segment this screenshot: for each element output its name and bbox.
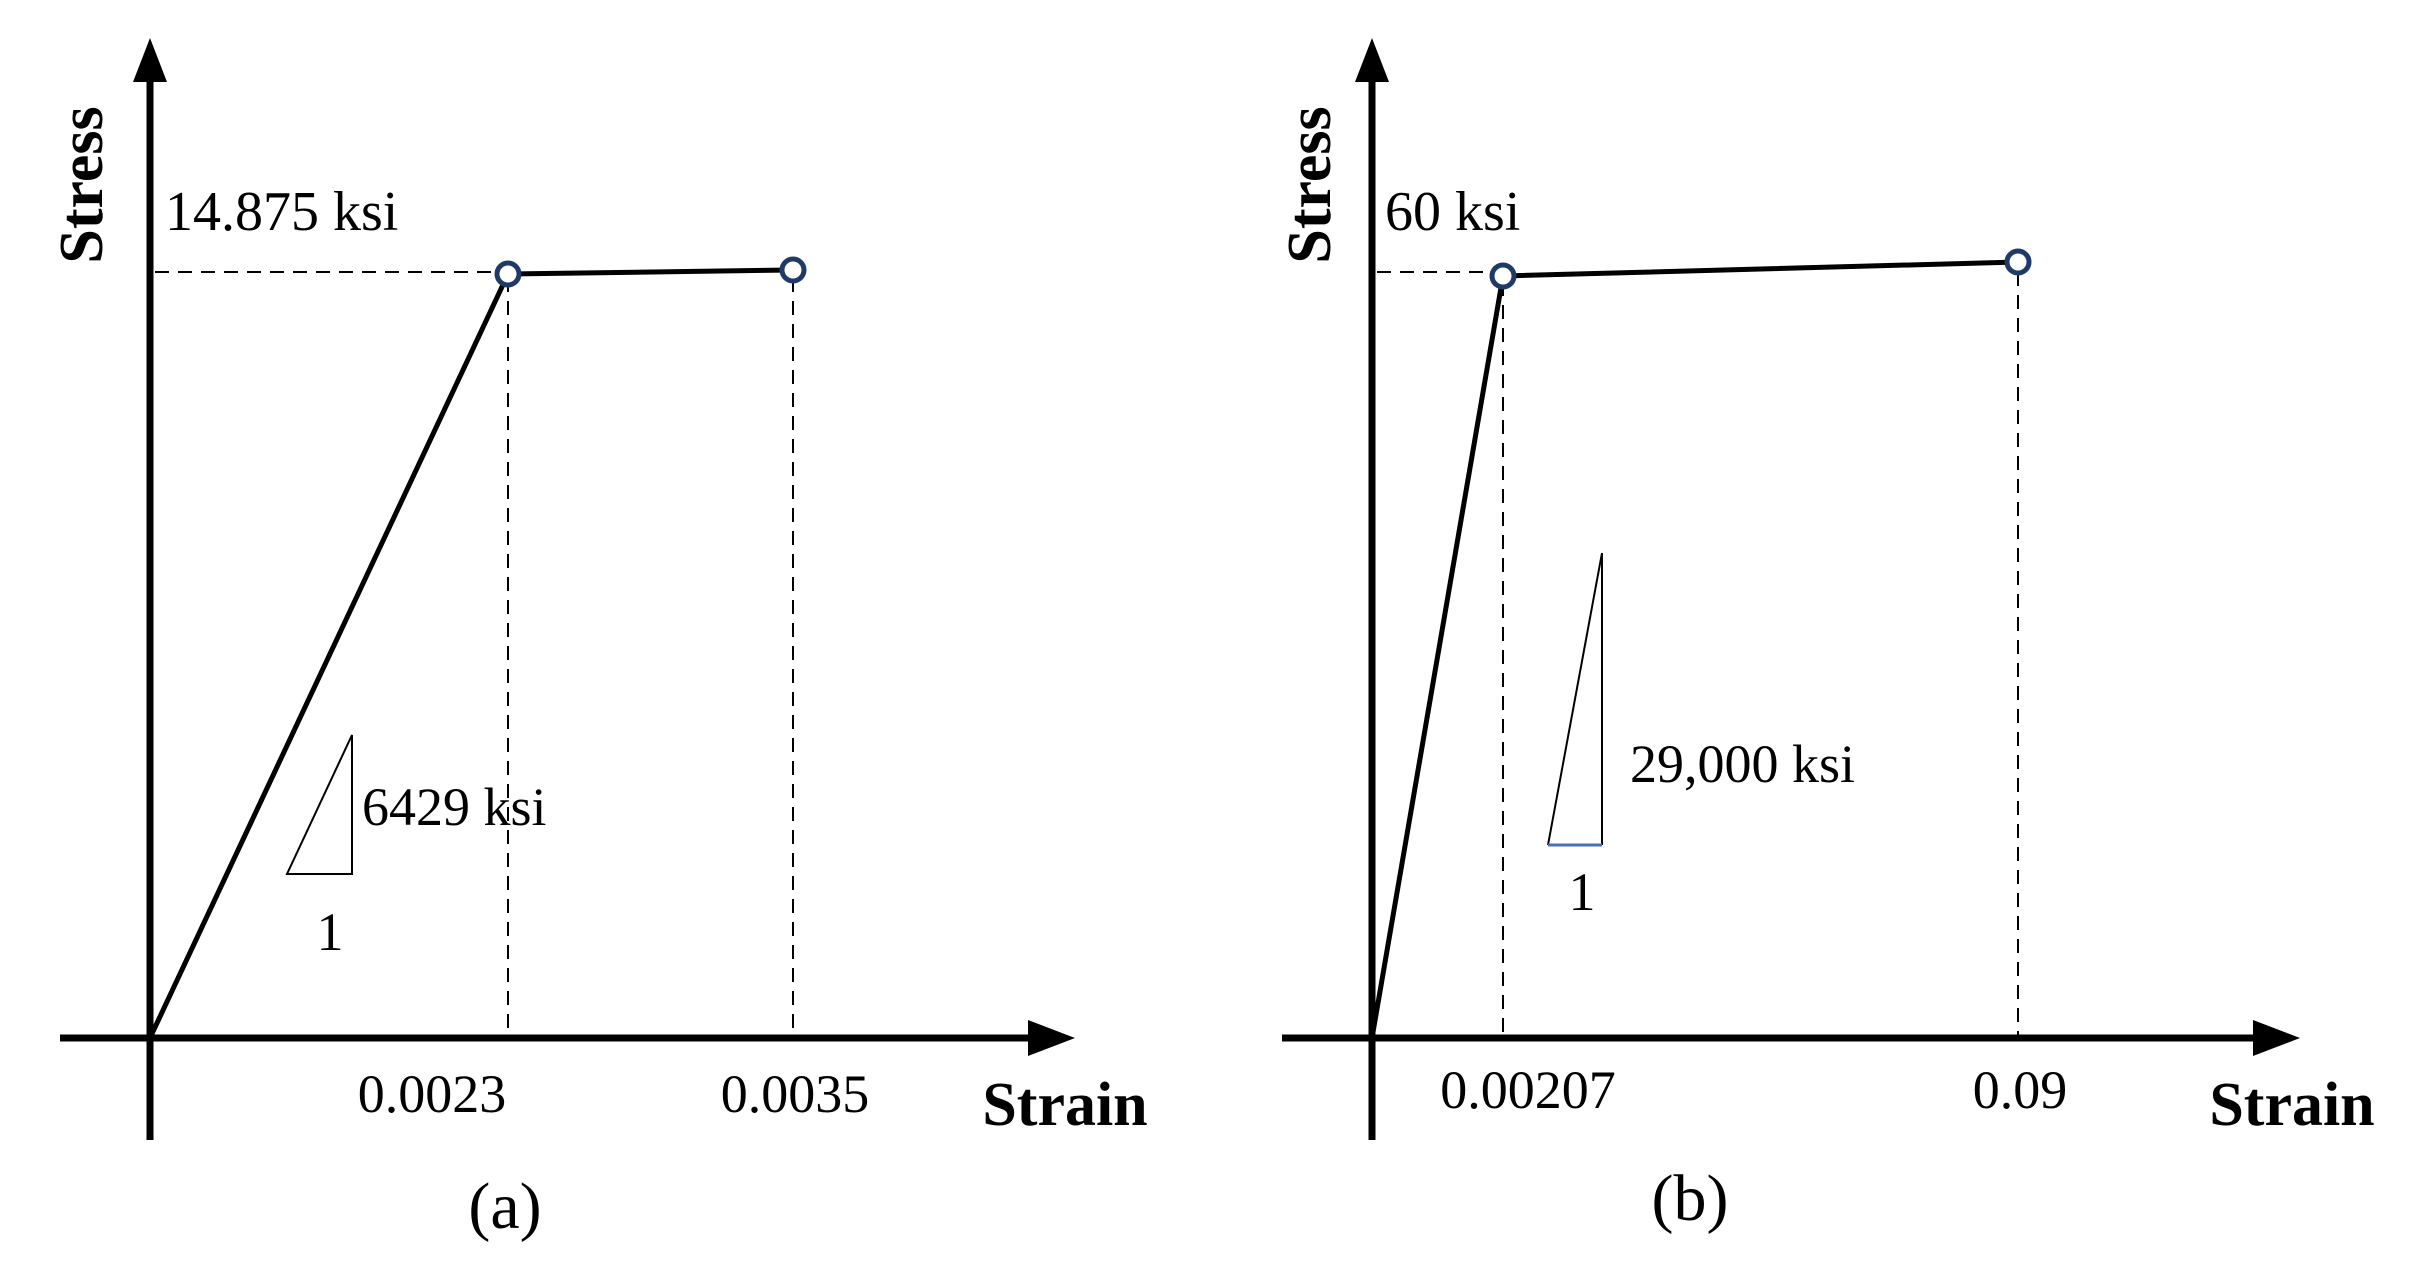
panel-a-ultimate-point xyxy=(779,256,807,284)
panel-b-strain-label-1: 0.00207 xyxy=(1440,1060,1616,1120)
panel-a-strain-label-2: 0.0035 xyxy=(721,1064,870,1124)
panel-a-slope-run-label: 1 xyxy=(317,902,344,962)
panel-a: Stress 14.875 ksi 6429 ksi 1 0.0023 0.00… xyxy=(48,38,1148,1243)
panel-b-slope-label: 29,000 ksi xyxy=(1630,734,1855,794)
panel-a-x-axis-arrow xyxy=(1028,1020,1075,1056)
panel-b-stress-label: 60 ksi xyxy=(1385,181,1520,243)
panel-a-stress-strain-curve xyxy=(147,267,794,1040)
panel-a-stress-label: 14.875 ksi xyxy=(165,181,398,243)
panel-b-slope-run-label: 1 xyxy=(1569,862,1596,922)
panel-a-y-axis-label: Stress xyxy=(48,106,116,263)
panel-b-stress-strain-curve xyxy=(1369,259,2019,1039)
panel-b-x-axis-label: Strain xyxy=(2209,1071,2374,1139)
panel-a-yield-point xyxy=(494,260,522,288)
panel-a-caption: (a) xyxy=(468,1170,541,1243)
panel-a-y-axis-arrow xyxy=(133,38,167,82)
panel-a-slope-label: 6429 ksi xyxy=(362,777,547,837)
panel-a-slope-triangle xyxy=(285,734,353,875)
panel-b-y-axis-label: Stress xyxy=(1276,106,1344,263)
panel-b-yield-point xyxy=(1489,262,1517,290)
panel-b-y-axis-arrow xyxy=(1355,38,1389,82)
panel-a-strain-label-1: 0.0023 xyxy=(358,1064,507,1124)
panel-b-strain-label-2: 0.09 xyxy=(1973,1060,2068,1120)
panel-b-slope-triangle-hypotenuse xyxy=(1547,552,1603,846)
panel-b-caption: (b) xyxy=(1652,1162,1729,1235)
panel-a-x-axis-label: Strain xyxy=(982,1071,1147,1139)
panel-b-x-axis-arrow xyxy=(2253,1020,2300,1056)
panel-b-ultimate-point xyxy=(2004,248,2032,276)
panel-b: Stress 60 ksi 29,000 ksi 1 0.00207 0.09 … xyxy=(1276,38,2375,1235)
